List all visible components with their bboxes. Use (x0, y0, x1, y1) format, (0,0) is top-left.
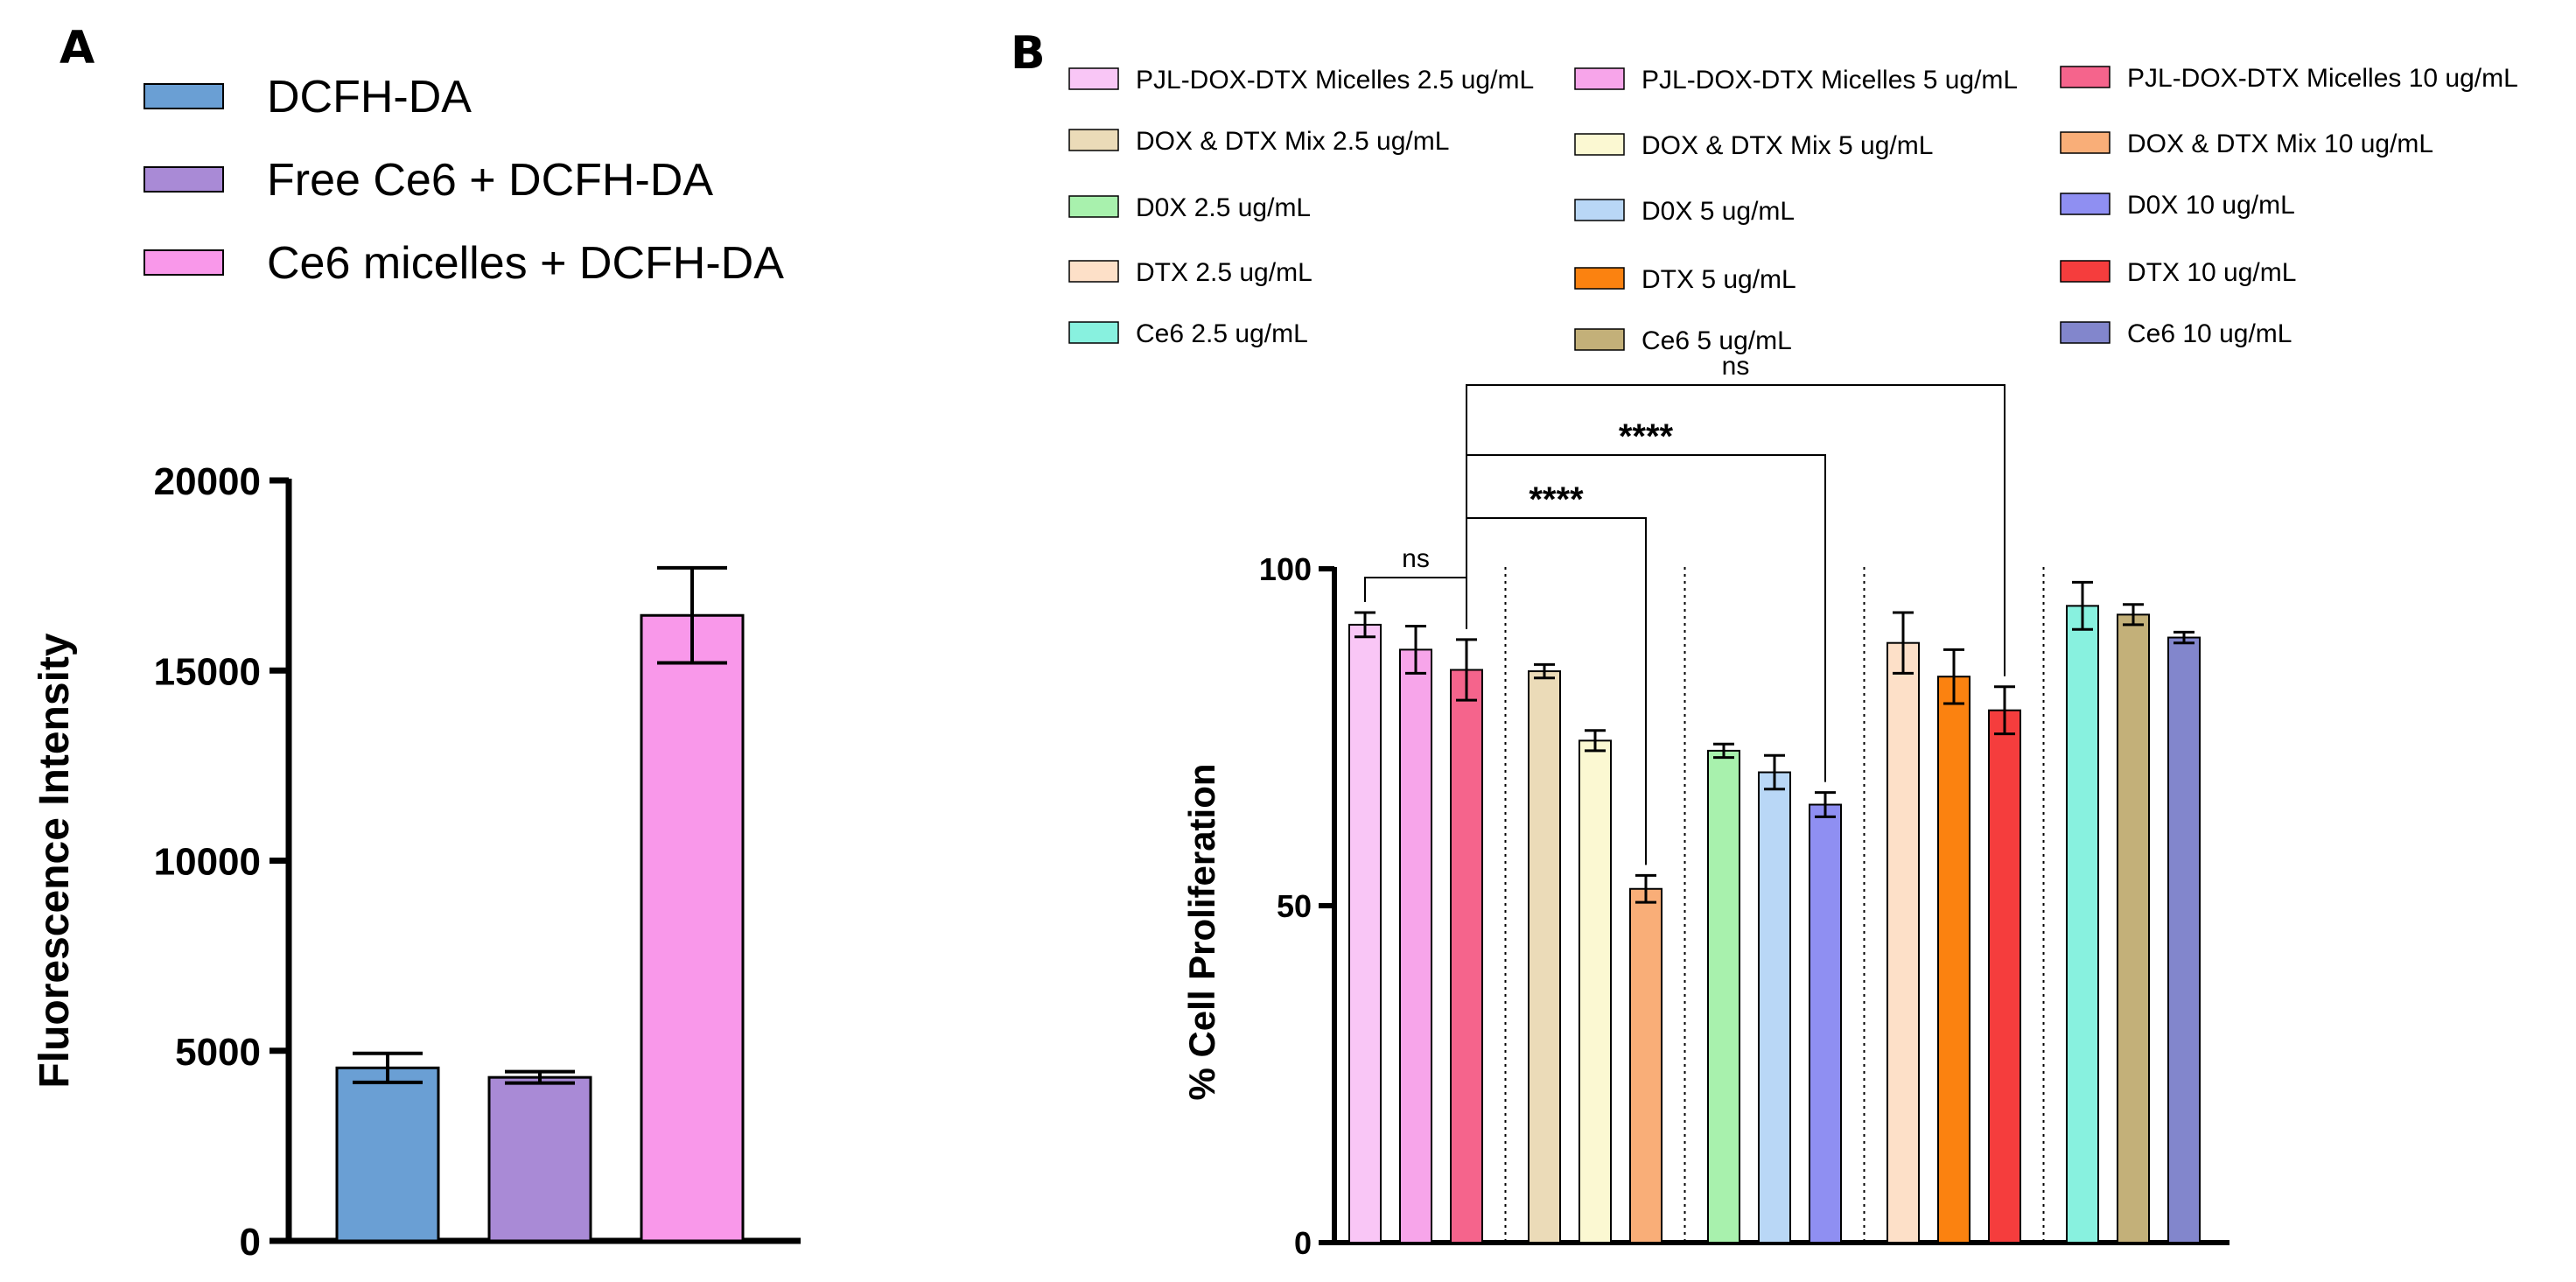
bar-b (1886, 641, 1920, 1243)
legend-b: PJL-DOX-DTX Micelles 2.5 ug/mL DOX & DTX … (1068, 64, 2518, 355)
chart-b-bars (1348, 580, 2201, 1243)
bar-b (1758, 771, 1791, 1243)
legend-b-label: D0X 10 ug/mL (2127, 191, 2295, 220)
legend-b-label: PJL-DOX-DTX Micelles 2.5 ug/mL (1136, 66, 1534, 95)
legend-b-swatch (1068, 129, 1119, 151)
y-tick-label-a: 5000 (175, 1031, 261, 1074)
bar-b (2167, 636, 2201, 1243)
y-tick-label-b: 50 (1277, 888, 1312, 924)
legend-b-swatch (1068, 67, 1119, 90)
legend-b-label: DOX & DTX Mix 10 ug/mL (2127, 130, 2433, 158)
legend-a: DCFH-DA Free Ce6 + DCFH-DA Ce6 micelles + … (144, 72, 784, 289)
panel-label-b: B (1011, 27, 1046, 80)
error-bar-b (1713, 742, 1734, 760)
bar-a (640, 613, 745, 1243)
bar-a (335, 1066, 440, 1243)
legend-b-swatch (1574, 133, 1625, 156)
error-bar-b (2072, 580, 2093, 631)
error-bar-b (1815, 791, 1836, 818)
bar-b (2117, 613, 2150, 1243)
bar-b (1450, 669, 1483, 1243)
bar-b (2066, 605, 2099, 1243)
panel-label-a: A (60, 22, 94, 74)
legend-b-swatch (1574, 199, 1625, 221)
legend-b-swatch (2060, 321, 2110, 344)
bar-b (1629, 887, 1662, 1243)
legend-b-label: DTX 2.5 ug/mL (1136, 258, 1312, 287)
bar-a (487, 1075, 592, 1243)
bar-b (1988, 709, 2021, 1243)
bar-b (1578, 739, 1612, 1243)
y-axis-label-a: Fluorescence Intensity (32, 633, 78, 1088)
significance-label: ns (1722, 352, 1750, 381)
legend-b-label: Ce6 2.5 ug/mL (1136, 319, 1308, 348)
bar-b (1399, 648, 1432, 1243)
bar-b (1937, 676, 1970, 1243)
error-bar-b (1456, 638, 1477, 702)
legend-b-label: D0X 5 ug/mL (1642, 197, 1795, 226)
legend-b-label: DOX & DTX Mix 5 ug/mL (1642, 131, 1933, 160)
y-tick-label-a: 20000 (154, 460, 261, 503)
legend-a-label: DCFH-DA (267, 72, 472, 123)
significance-label: **** (1529, 480, 1584, 519)
significance-bracket (1466, 384, 2006, 676)
legend-b-swatch (2060, 260, 2110, 283)
y-tick-label-a: 15000 (154, 650, 261, 693)
legend-a-swatch (144, 83, 224, 109)
legend-b-label: DOX & DTX Mix 2.5 ug/mL (1136, 127, 1449, 156)
error-bar-b (1994, 685, 2015, 736)
significance-bracket (1364, 577, 1467, 629)
bar-b (1707, 749, 1740, 1243)
error-bar-b (1585, 729, 1606, 753)
error-bar-b (2174, 630, 2194, 645)
legend-a-label: Ce6 micelles + DCFH-DA (267, 238, 784, 289)
legend-b-swatch (1574, 67, 1625, 90)
legend-b-swatch (1068, 195, 1119, 218)
chart-a-axes: 0 5000 10000 15000 20000 Fluorescence Intensi… (32, 460, 801, 1264)
legend-b-swatch (1574, 328, 1625, 351)
legend-b-swatch (2060, 66, 2110, 88)
legend-b-label: DTX 10 ug/mL (2127, 258, 2296, 287)
legend-b-label: D0X 2.5 ug/mL (1136, 193, 1311, 222)
legend-b-swatch (1068, 321, 1119, 344)
significance-label: ns (1402, 544, 1430, 573)
legend-b-label: PJL-DOX-DTX Micelles 5 ug/mL (1642, 66, 2018, 95)
error-bar-b (1635, 873, 1656, 904)
y-tick-label-a: 10000 (154, 841, 261, 884)
significance-label: **** (1619, 417, 1674, 456)
bar-b (1348, 623, 1382, 1243)
error-bar-b (1893, 611, 1914, 675)
chart-a-bars (335, 565, 745, 1243)
legend-a-swatch (144, 249, 224, 276)
bar-b (1809, 803, 1842, 1243)
error-bar-b (1405, 624, 1426, 675)
error-bar-a (353, 1051, 423, 1084)
bar-b (1528, 670, 1561, 1243)
y-tick-label-a: 0 (240, 1221, 261, 1264)
error-bar-a (505, 1069, 575, 1085)
chart-b-significance: ns **** **** ns (1364, 352, 2006, 865)
legend-b-label: PJL-DOX-DTX Micelles 10 ug/mL (2127, 64, 2518, 93)
legend-b-swatch (2060, 193, 2110, 215)
y-tick-label-b: 100 (1259, 551, 1312, 587)
error-bar-b (2123, 603, 2144, 627)
error-bar-b (1943, 648, 1964, 705)
legend-a-swatch (144, 166, 224, 193)
legend-b-swatch (2060, 131, 2110, 154)
error-bar-b (1534, 662, 1555, 680)
legend-a-label: Free Ce6 + DCFH-DA (267, 155, 713, 206)
y-tick-label-b: 0 (1294, 1225, 1312, 1261)
chart-b-axes: 0 50 100 % Cell Proliferation (1181, 551, 2230, 1261)
error-bar-b (1354, 611, 1376, 639)
legend-b-swatch (1068, 260, 1119, 283)
y-axis-label-b: % Cell Proliferation (1181, 763, 1222, 1100)
legend-b-label: DTX 5 ug/mL (1642, 265, 1796, 294)
legend-b-label: Ce6 5 ug/mL (1642, 326, 1792, 355)
error-bar-b (1764, 753, 1785, 791)
legend-b-label: Ce6 10 ug/mL (2127, 319, 2292, 348)
legend-b-swatch (1574, 267, 1625, 290)
error-bar-a (657, 565, 727, 665)
